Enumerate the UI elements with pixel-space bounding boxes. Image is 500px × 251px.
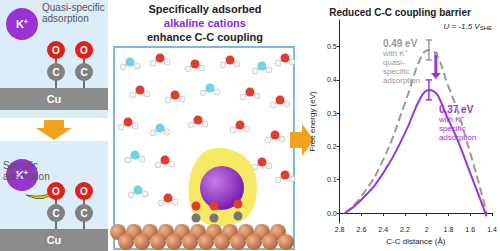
svg-text:C: C bbox=[52, 208, 59, 219]
svg-text:O: O bbox=[52, 186, 60, 197]
svg-text:C: C bbox=[80, 67, 87, 78]
svg-text:0.4: 0.4 bbox=[327, 76, 337, 83]
svg-text:2.4: 2.4 bbox=[378, 226, 388, 233]
svg-text:adsorption: adsorption bbox=[42, 13, 89, 24]
svg-text:0.0: 0.0 bbox=[327, 210, 337, 217]
svg-text:Free energy (eV): Free energy (eV) bbox=[308, 91, 317, 152]
svg-text:specific: specific bbox=[438, 123, 466, 133]
svg-text:C: C bbox=[52, 67, 59, 78]
svg-text:1.6: 1.6 bbox=[465, 226, 475, 233]
svg-text:quasi-: quasi- bbox=[383, 58, 405, 67]
svg-text:specific: specific bbox=[383, 67, 410, 76]
svg-text:Reduced C-C coupling barrier: Reduced C-C coupling barrier bbox=[329, 7, 471, 18]
svg-text:2: 2 bbox=[425, 226, 429, 233]
svg-text:0.1: 0.1 bbox=[327, 176, 337, 183]
svg-text:enhance C-C coupling: enhance C-C coupling bbox=[147, 31, 263, 43]
svg-text:U = -1.5 V: U = -1.5 V bbox=[443, 22, 480, 31]
svg-text:Specifically adsorbed: Specifically adsorbed bbox=[148, 3, 261, 15]
svg-text:adsorption: adsorption bbox=[438, 132, 477, 142]
svg-text:with K⁺: with K⁺ bbox=[438, 114, 464, 124]
svg-text:2.2: 2.2 bbox=[400, 226, 410, 233]
svg-text:2.8: 2.8 bbox=[335, 226, 345, 233]
svg-text:Quasi-specific: Quasi-specific bbox=[42, 2, 105, 13]
svg-text:adsorption: adsorption bbox=[3, 171, 50, 182]
svg-text:2.6: 2.6 bbox=[357, 226, 367, 233]
svg-text:K⁺: K⁺ bbox=[16, 18, 28, 30]
svg-text:0.37 eV: 0.37 eV bbox=[438, 103, 474, 115]
svg-text:Specific: Specific bbox=[3, 160, 38, 171]
svg-text:alkaline cations: alkaline cations bbox=[164, 17, 246, 29]
svg-text:0.49 eV: 0.49 eV bbox=[383, 38, 418, 49]
svg-text:0.3: 0.3 bbox=[327, 110, 337, 117]
svg-text:with K⁺: with K⁺ bbox=[382, 49, 408, 58]
svg-text:1.4: 1.4 bbox=[487, 226, 497, 233]
svg-text:O: O bbox=[80, 186, 88, 197]
svg-text:0.5: 0.5 bbox=[327, 43, 337, 50]
svg-text:adsorption: adsorption bbox=[383, 76, 420, 85]
svg-text:O: O bbox=[80, 45, 88, 56]
svg-text:1.8: 1.8 bbox=[444, 226, 454, 233]
svg-text:SHE: SHE bbox=[480, 25, 492, 31]
svg-text:C-C distance (Å): C-C distance (Å) bbox=[386, 237, 445, 246]
svg-text:0.2: 0.2 bbox=[327, 143, 337, 150]
svg-text:C: C bbox=[80, 208, 87, 219]
svg-text:Cu: Cu bbox=[47, 234, 62, 246]
svg-text:Cu: Cu bbox=[47, 93, 62, 105]
svg-text:O: O bbox=[52, 45, 60, 56]
